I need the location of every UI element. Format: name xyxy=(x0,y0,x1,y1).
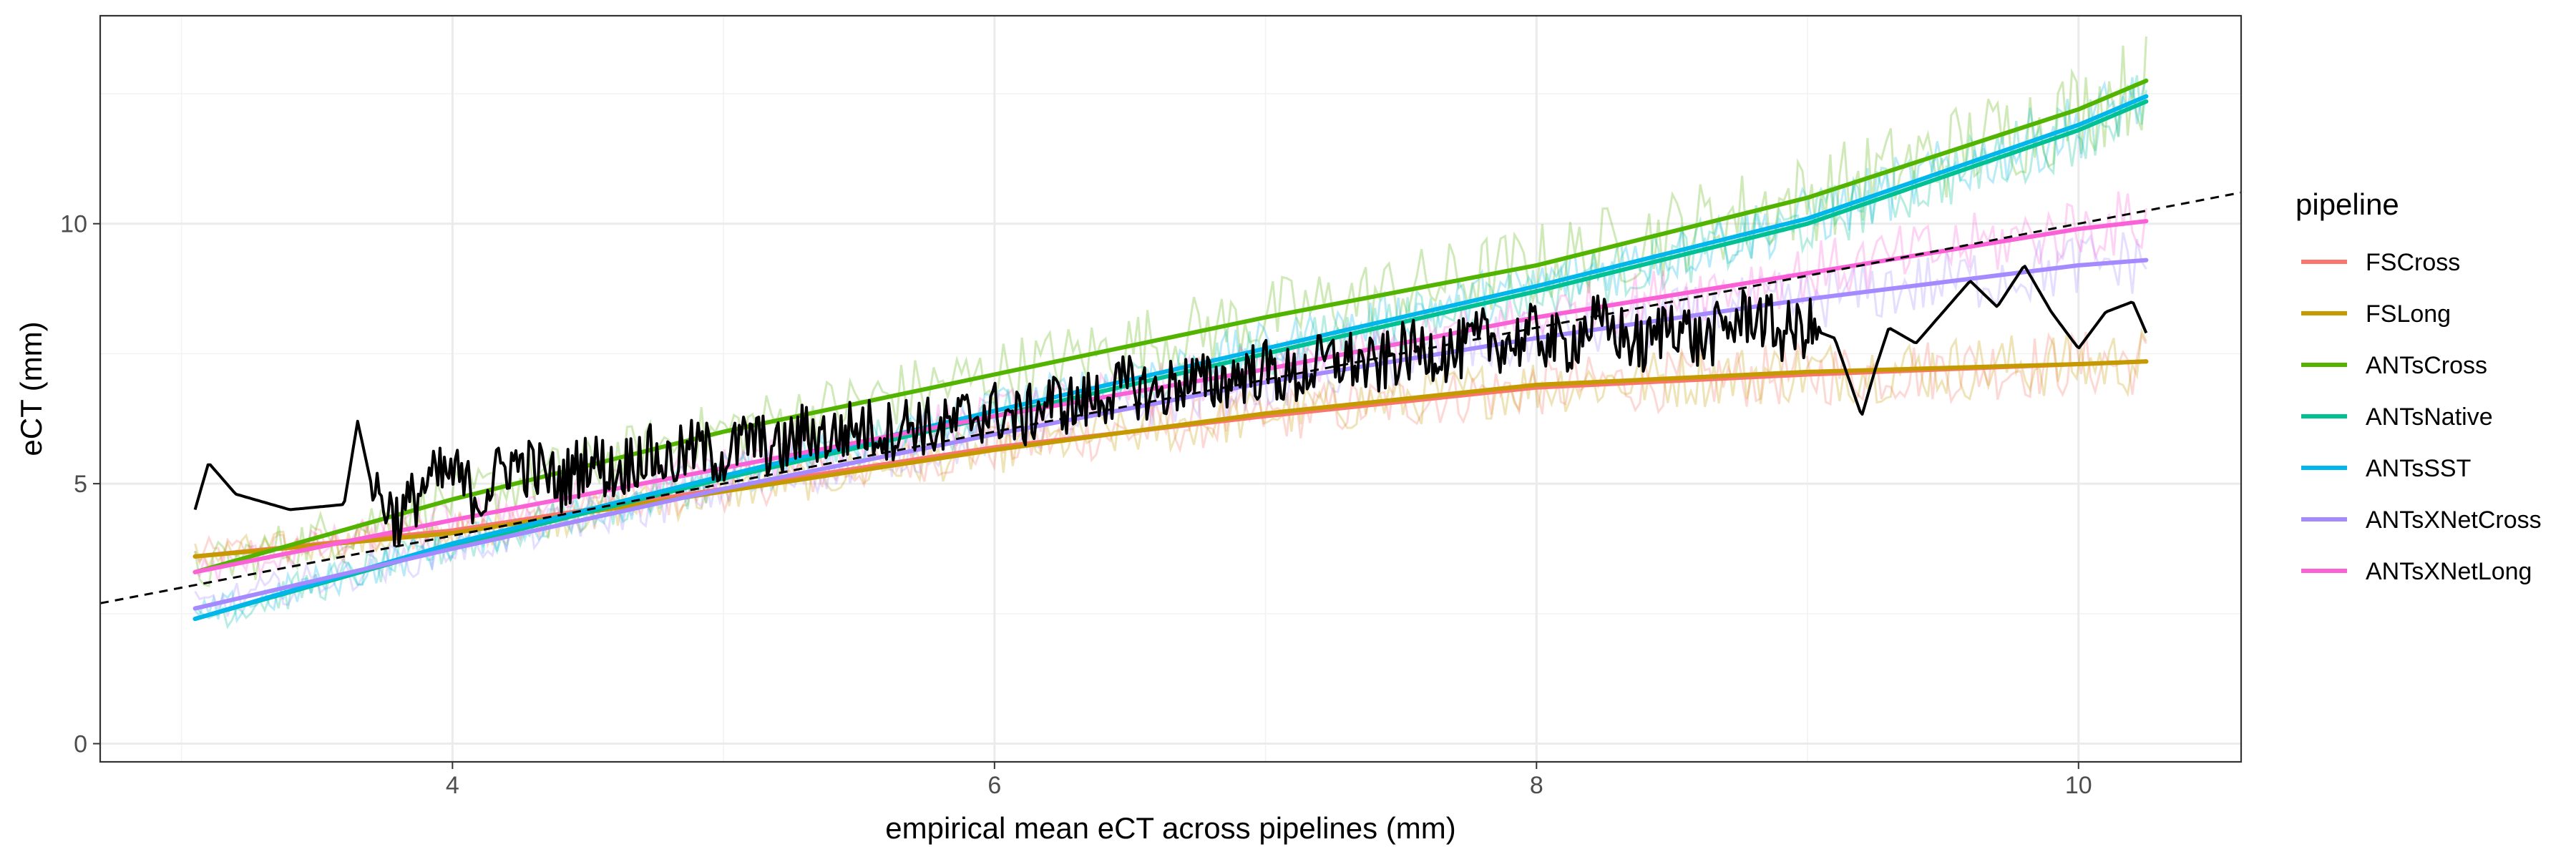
legend: pipeline FSCross FSLong ANTsCross ANTsNativ… xyxy=(2296,187,2542,585)
legend-label-antssst: ANTsSST xyxy=(2366,455,2471,482)
legend-label-fslong: FSLong xyxy=(2366,300,2451,328)
identity-line xyxy=(99,191,2242,604)
legend-label-antsxnetcross: ANTsXNetCross xyxy=(2366,506,2542,534)
x-tick-label: 6 xyxy=(987,772,1001,799)
legend-items: FSCross FSLong ANTsCross ANTsNative ANTsSST A… xyxy=(2301,249,2542,585)
x-tick-label: 4 xyxy=(446,772,459,799)
y-tick-label: 10 xyxy=(60,211,87,238)
legend-label-antsnative: ANTsNative xyxy=(2366,403,2493,431)
series-line-antsxnetlong xyxy=(192,219,2149,574)
x-tick-label: 8 xyxy=(1530,772,1543,799)
x-axis-ticks: 4 6 8 10 xyxy=(446,762,2092,799)
y-axis-label: eCT (mm) xyxy=(14,321,48,456)
x-tick-label: 10 xyxy=(2065,772,2092,799)
series-layer xyxy=(192,78,2149,622)
legend-label-antsxnetlong: ANTsXNetLong xyxy=(2366,558,2532,585)
empirical-mean-line xyxy=(193,265,2148,547)
series-line-antsxnetcross xyxy=(192,258,2149,611)
y-axis-ticks: 0 5 10 xyxy=(60,211,100,758)
panel-border xyxy=(99,14,2243,763)
x-axis-label: empirical mean eCT across pipelines (mm) xyxy=(885,811,1455,845)
legend-label-fscross: FSCross xyxy=(2366,249,2460,276)
empirical-mean-layer xyxy=(193,265,2148,547)
grid-major xyxy=(100,16,2241,762)
legend-label-antscross: ANTsCross xyxy=(2366,352,2487,379)
legend-title: pipeline xyxy=(2296,187,2399,221)
y-tick-label: 5 xyxy=(74,471,87,498)
series-line-antscross xyxy=(192,78,2149,574)
y-tick-label: 0 xyxy=(74,731,87,758)
identity-layer xyxy=(99,191,2242,604)
trace-fslong xyxy=(194,327,2147,571)
grid-minor xyxy=(100,16,2241,762)
